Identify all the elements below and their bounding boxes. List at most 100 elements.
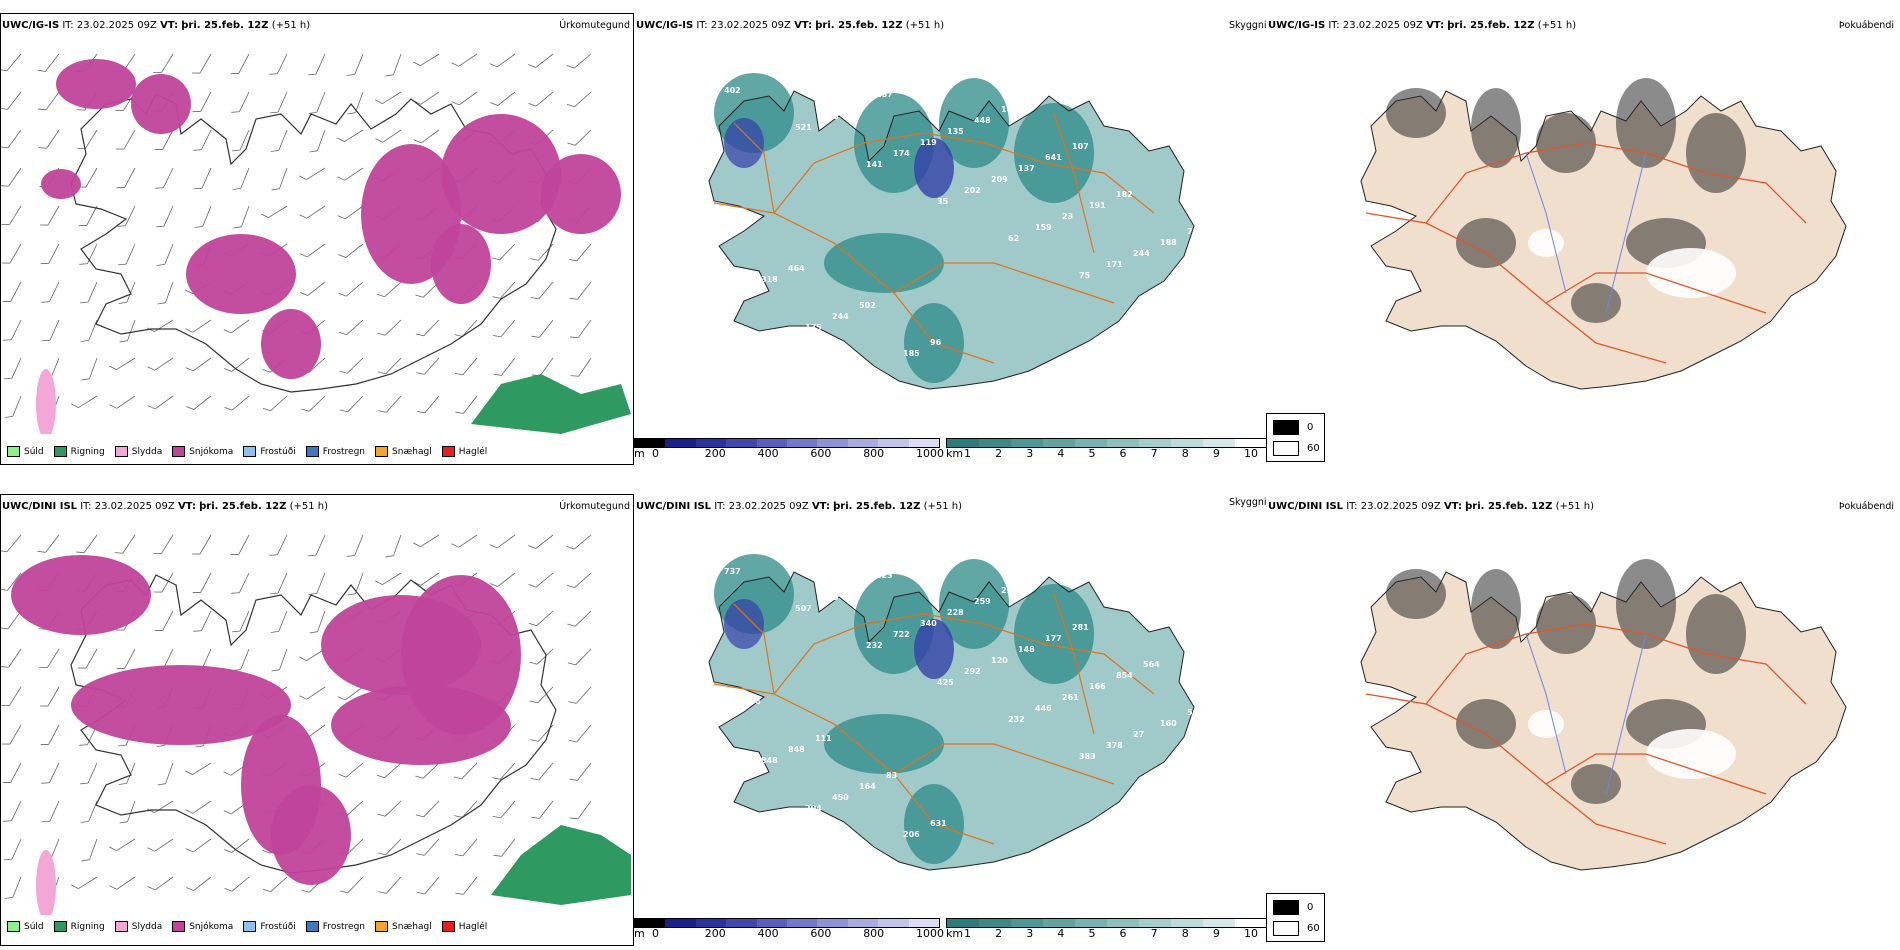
fog-panel-title-row1: UWC/IG-IS IT: 23.02.2025 09Z VT: þri. 25… [1268,20,1577,31]
scale-step [1075,439,1107,447]
cloud-base-label: 158 [734,767,751,776]
wind-barb [451,53,478,67]
legend-label: Slydda [131,921,163,932]
wind-barb [490,572,516,587]
legend-label: Frostregn [322,921,366,932]
wind-barb [454,800,478,818]
precip-type-legend: Súld Rigning Slydda Snjókoma Frostúði Frostre… [7,921,487,932]
scale-step [787,439,818,447]
legend-swatch [53,446,67,457]
wind-barb [455,395,478,414]
cloud-panel-title-row1: UWC/IG-IS IT: 23.02.2025 09Z VT: þri. 25… [636,20,945,31]
wind-barb [531,800,554,819]
wind-barb [453,762,478,780]
cloud-base-label: 206 [903,830,920,839]
wind-barb [377,838,402,856]
cloud-panel-param-row1: Skyggni [1229,20,1267,31]
scale-unit: m [634,447,645,460]
wind-barb [270,129,288,152]
scale-step [1235,919,1267,927]
road-line [733,603,775,695]
wind-barb [147,800,174,814]
cloud-base-label: 174 [893,149,910,158]
wind-barb [41,800,60,823]
legend-swatch [114,921,128,932]
wind-barb [41,281,60,303]
scale-step [756,919,788,927]
fog-index-high [1571,764,1621,804]
snow-area [331,685,511,765]
legend-item: Rigning [53,921,105,932]
wind-barb [224,838,250,853]
fog-legend-row2: 0 60 [1266,893,1325,942]
wind-barb [568,724,592,743]
wind-barb [4,876,22,899]
cloud-base-label: 737 [724,567,741,576]
cloud-base-label: 402 [724,86,741,95]
scale-tick-label: 4 [1057,927,1065,940]
wind-barb [528,91,554,107]
wind-barb [154,129,174,151]
wind-barb [307,534,326,557]
fog-index-high [1386,88,1446,138]
cloud-base-label: 27 [1133,730,1144,739]
wind-barb [38,129,60,149]
wind-barb [154,610,174,632]
wind-barb [41,319,60,342]
legend-label: Rigning [70,921,105,932]
wind-barb [567,610,592,627]
wind-barb [40,243,60,265]
cloud-base-label: 232 [1008,715,1025,724]
wind-barb [415,762,440,779]
road-line [893,262,1115,304]
wind-barb [570,357,592,377]
cloud-base-label: 378 [778,815,795,824]
scale-step [908,439,940,447]
iceland-outline [708,90,1195,390]
wind-barb [569,762,592,781]
scale-step [635,919,666,927]
cloud-base-label: 182 [1116,190,1133,199]
legend-label: Súld [24,921,44,932]
scale-step [1235,439,1267,447]
legend-item: Slydda [114,921,163,932]
cloud-base-label: 329 [751,826,768,835]
wind-barb [570,800,592,820]
wind-barb [337,167,364,181]
wind-barb [147,357,174,371]
wind-barb [347,572,364,596]
cloud-base-label: 323 [1150,789,1167,798]
scale-step [1171,919,1203,927]
snow-area [431,224,491,304]
wind-barb [339,395,364,413]
wind-barb [185,762,212,776]
iceland-terrain [1360,571,1847,871]
scale-step [756,439,788,447]
road-line [713,202,995,364]
scale-tick-label: 6 [1119,927,1127,940]
wind-barb [451,91,478,106]
cloud-base-label: 446 [1035,704,1052,713]
wind-barb [377,800,402,817]
wind-barb [185,800,212,814]
fog-panel-param-row1: Þokuábendi [1838,20,1894,31]
snow-area [71,665,291,745]
wind-barb [451,534,478,548]
road-line [1365,212,1667,364]
wind-barb [309,610,326,634]
legend-swatch [375,921,389,932]
cloud-base-label: 164 [859,782,876,791]
scale-step [1011,919,1043,927]
wind-barb [262,876,288,893]
cloud-base-label: 135 [947,127,964,136]
sleet-area [36,850,56,915]
cloud-base-label: 171 [1106,260,1123,269]
wind-barb [77,129,98,150]
road-line [893,743,1115,785]
legend-item: Haglél [441,921,487,932]
legend-item: Frostúði [243,446,296,457]
rain-area [491,825,631,905]
wind-barb [454,319,478,337]
scale-step [1139,439,1171,447]
wind-barb [1,724,22,745]
